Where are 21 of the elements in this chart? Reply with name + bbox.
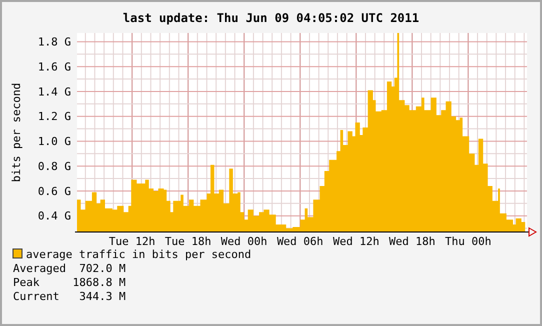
chart-title: last update: Thu Jun 09 04:05:02 UTC 2011	[122, 11, 420, 25]
y-tick-label: 1.4 G	[38, 85, 71, 98]
y-tick-label: 1.6 G	[38, 60, 71, 74]
x-tick-label: Wed 12h	[332, 235, 380, 248]
y-tick-label: 0.8 G	[38, 160, 71, 173]
text: Current 344.3 M	[13, 290, 126, 303]
x-tick-label: Wed 00h	[220, 235, 268, 248]
legend-label: average traffic in bits per second	[26, 248, 252, 261]
x-tick-label: Tue 18h	[164, 235, 212, 248]
y-tick-label: 1.0 G	[38, 135, 71, 148]
x-tick-label: Tue 12h	[108, 235, 156, 248]
x-tick-label: Thu 00h	[445, 235, 492, 248]
y-axis-title: bits per second	[10, 82, 23, 182]
x-tick-label: Wed 06h	[276, 235, 324, 248]
y-tick-label: 1.2 G	[38, 110, 71, 124]
text: Peak 1868.8 M	[13, 276, 126, 289]
y-tick-label: 0.4 G	[38, 210, 71, 223]
y-tick-label: 1.8 G	[38, 36, 71, 49]
y-tick-label: 0.6 G	[38, 184, 71, 198]
text: Averaged 702.0 M	[13, 262, 126, 275]
x-tick-label: Wed 18h	[388, 235, 436, 248]
